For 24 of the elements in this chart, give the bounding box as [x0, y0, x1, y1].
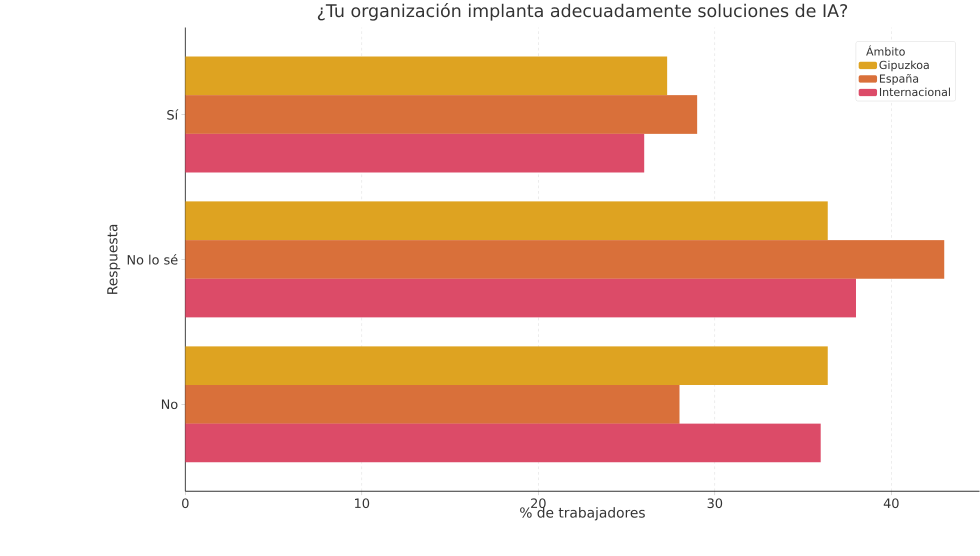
bar [185, 94, 698, 134]
bar [185, 346, 828, 385]
legend-title: Ámbito [866, 45, 905, 56]
x-tick-label: 10 [355, 498, 370, 508]
x-tick-label: 20 [531, 498, 546, 508]
y-axis-title: Respuesta [107, 224, 120, 294]
y-tick-label: Sí [167, 109, 179, 120]
bar [185, 278, 856, 318]
legend-label: Internacional [880, 87, 950, 96]
chart-title: ¿Tu organización implanta adecuadamente soluciones de IA? [318, 2, 848, 20]
bar [185, 201, 828, 240]
x-axis-title: % de trabajadores [520, 506, 645, 520]
x-tick-label: 0 [182, 498, 189, 508]
bar [185, 384, 680, 424]
bar [185, 56, 668, 95]
y-tick-label: No lo sé [128, 254, 178, 264]
bar [185, 134, 644, 172]
x-tick-label: 30 [708, 498, 722, 508]
x-tick-label: 40 [884, 498, 899, 508]
legend-label: España [880, 74, 918, 85]
legend-label: Gipuzkoa [880, 60, 929, 72]
bar [185, 423, 821, 462]
bar [185, 240, 944, 278]
y-tick-label: No [162, 399, 178, 409]
